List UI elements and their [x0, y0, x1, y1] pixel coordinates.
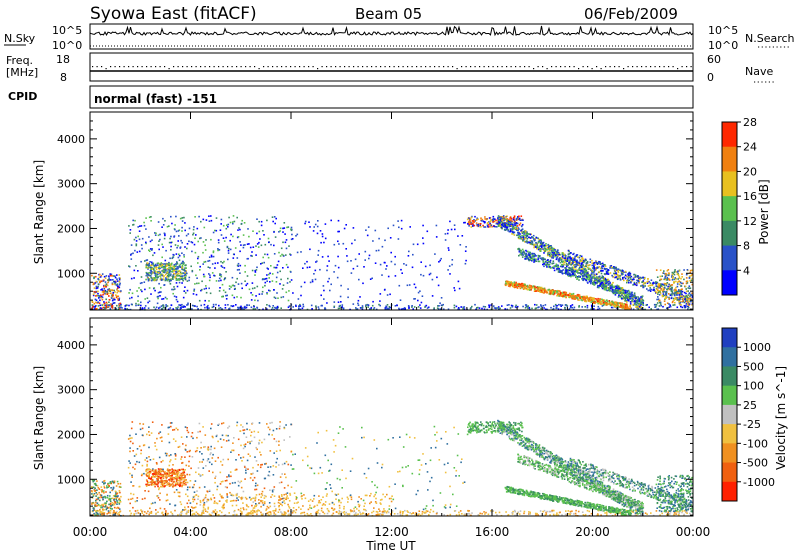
colorbar-segment	[722, 462, 737, 483]
velocity-panel: 1000 2000 3000 4000 Slant Range [km] 1000 50…	[32, 317, 788, 517]
station-title: Syowa East (fitACF)	[90, 4, 257, 24]
colorbar-tick-label: 20	[743, 165, 757, 178]
colorbar-segment	[722, 171, 737, 197]
colorbar-tick-label: 4	[743, 264, 750, 277]
velocity-scatter	[91, 419, 694, 517]
power-axes: 1000 2000 3000 4000	[57, 112, 694, 310]
colorbar-tick-label: 500	[743, 360, 764, 373]
y-tick-label: 3000	[57, 384, 85, 397]
colorbar-segment	[722, 220, 737, 247]
x-tick-label: 08:00	[274, 525, 309, 539]
colorbar-segment	[722, 424, 737, 444]
frequency-panel: Freq. [MHz] 18 8 60 0 Nave CPID normal (…	[6, 52, 775, 109]
y-tick-label: 2000	[57, 222, 85, 235]
noise-trace	[89, 25, 694, 47]
colorbar-tick-label: 8	[743, 240, 750, 253]
velocity-axes: 1000 2000 3000 4000	[57, 318, 694, 516]
colorbar-segment	[722, 347, 737, 367]
colorbar-segment	[722, 404, 737, 425]
velocity-colorbar: 1000 500 100 25 -25 -100 -500 -1000	[721, 327, 775, 502]
power-colorbar: 4 8 12 16 20 24 28	[721, 116, 757, 296]
noise-right-tick-bottom: 10^0	[708, 39, 738, 52]
power-scatter	[91, 215, 694, 311]
colorbar-frame	[721, 327, 738, 502]
colorbar-segment	[722, 122, 737, 148]
x-tick-label: 00:00	[73, 525, 108, 539]
x-tick-label: 16:00	[475, 525, 510, 539]
colorbar-segment	[722, 245, 737, 271]
x-tick-label: 04:00	[173, 525, 208, 539]
power-ylabel: Slant Range [km]	[32, 160, 46, 264]
freq-tick-bottom: 8	[60, 71, 67, 84]
colorbar-tick-label: 28	[743, 116, 757, 129]
y-tick-label: 4000	[57, 133, 85, 146]
y-tick-label: 2000	[57, 428, 85, 441]
colorbar-segment	[722, 481, 737, 502]
colorbar-tick-label: 16	[743, 190, 757, 203]
colorbar-tick-label: -100	[743, 437, 768, 450]
colorbar-segment	[722, 146, 737, 172]
cpid-label: CPID	[8, 90, 37, 103]
freq-label-2: [MHz]	[6, 66, 38, 79]
time-axis-label: Time UT	[365, 539, 416, 553]
noise-panel: N.Sky 10^5 10^0 10^5 10^0 N.Search	[4, 23, 795, 52]
colorbar-segment	[722, 366, 737, 387]
freq-tick-top: 18	[56, 53, 70, 66]
colorbar-tick-label: -500	[743, 457, 768, 470]
colorbar-segment	[722, 385, 737, 406]
nave-label: Nave	[745, 65, 773, 78]
y-tick-label: 3000	[57, 178, 85, 191]
freq-label-1: Freq.	[6, 54, 33, 67]
velocity-colorbar-label: Velocity [m s^-1]	[774, 366, 788, 470]
colorbar-tick-label: 25	[743, 399, 757, 412]
colorbar-segment	[722, 328, 737, 348]
nave-tick-top: 60	[707, 53, 721, 66]
colorbar-tick-label: 12	[743, 215, 757, 228]
noise-left-tick-top: 10^5	[52, 24, 82, 37]
velocity-ylabel: Slant Range [km]	[32, 366, 46, 470]
y-tick-label: 4000	[57, 339, 85, 352]
colorbar-tick-label: 24	[743, 141, 757, 154]
y-tick-label: 1000	[57, 473, 85, 486]
colorbar-segment	[722, 443, 737, 464]
time-axis-ticks: 00:00 04:00 08:00 12:00 16:00 20:00 00:00	[73, 525, 711, 539]
power-panel: 1000 2000 3000 4000 Slant Range [km] 4 8 12 16…	[32, 111, 771, 311]
colorbar-tick-label: -1000	[743, 476, 775, 489]
x-tick-label: 00:00	[676, 525, 711, 539]
frequency-trace	[90, 66, 693, 72]
colorbar-segment	[722, 196, 737, 222]
colorbar-tick-label: 1000	[743, 341, 771, 354]
cpid-value: normal (fast) -151	[94, 92, 217, 106]
beam-title: Beam 05	[355, 5, 422, 23]
noise-left-tick-bottom: 10^0	[52, 39, 82, 52]
date-title: 06/Feb/2009	[584, 5, 678, 23]
x-tick-label: 20:00	[575, 525, 610, 539]
nave-tick-bottom: 0	[707, 71, 714, 84]
colorbar-frame	[721, 121, 738, 296]
power-colorbar-label: Power [dB]	[757, 179, 771, 244]
noise-left-label: N.Sky	[4, 32, 36, 45]
x-tick-label: 12:00	[374, 525, 409, 539]
y-tick-label: 1000	[57, 267, 85, 280]
colorbar-segment	[722, 270, 737, 296]
noise-right-tick-top: 10^5	[708, 24, 738, 37]
noise-right-label: N.Search	[745, 32, 795, 45]
colorbar-tick-label: -25	[743, 418, 761, 431]
colorbar-tick-label: 100	[743, 380, 764, 393]
